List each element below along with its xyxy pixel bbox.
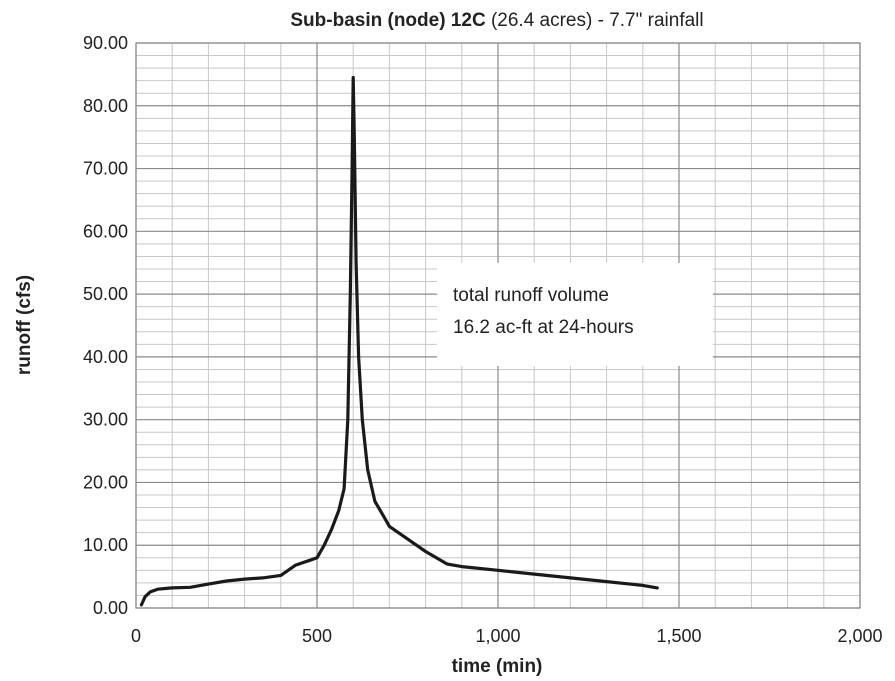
x-tick-label: 500 bbox=[302, 626, 332, 646]
y-tick-label: 50.00 bbox=[83, 284, 128, 304]
chart-title-bold: Sub-basin (node) 12C bbox=[290, 10, 486, 31]
y-tick-label: 10.00 bbox=[83, 535, 128, 555]
y-tick-label: 70.00 bbox=[83, 159, 128, 179]
x-tick-label: 0 bbox=[131, 626, 141, 646]
y-axis-title: runoff (cfs) bbox=[14, 275, 35, 375]
x-tick-label: 2,000 bbox=[837, 626, 882, 646]
y-tick-label: 90.00 bbox=[83, 33, 128, 53]
chart-title: Sub-basin (node) 12C (26.4 acres) - 7.7"… bbox=[290, 10, 703, 31]
y-tick-label: 60.00 bbox=[83, 221, 128, 241]
annotation-line-2: 16.2 ac-ft at 24-hours bbox=[453, 317, 634, 338]
annotation-line-1: total runoff volume bbox=[453, 285, 609, 306]
y-tick-label: 20.00 bbox=[83, 472, 128, 492]
y-tick-label: 80.00 bbox=[83, 96, 128, 116]
x-tick-labels: 0 500 1,000 1,500 2,000 bbox=[131, 626, 883, 646]
plot-area-border bbox=[135, 42, 861, 609]
chart-title-rest: (26.4 acres) - 7.7" rainfall bbox=[486, 10, 704, 31]
y-tick-label: 30.00 bbox=[83, 410, 128, 430]
y-tick-labels: 0.00 10.00 20.00 30.00 40.00 50.00 60.00 70.00 8… bbox=[83, 33, 128, 618]
runoff-series-line bbox=[139, 75, 659, 607]
x-axis-title: time (min) bbox=[452, 656, 543, 677]
annotation-background bbox=[437, 263, 713, 366]
y-tick-label: 40.00 bbox=[83, 347, 128, 367]
x-tick-label: 1,000 bbox=[475, 626, 520, 646]
y-tick-label: 0.00 bbox=[93, 598, 128, 618]
annotation-box: total runoff volume 16.2 ac-ft at 24-hou… bbox=[437, 263, 713, 366]
x-tick-label: 1,500 bbox=[656, 626, 701, 646]
